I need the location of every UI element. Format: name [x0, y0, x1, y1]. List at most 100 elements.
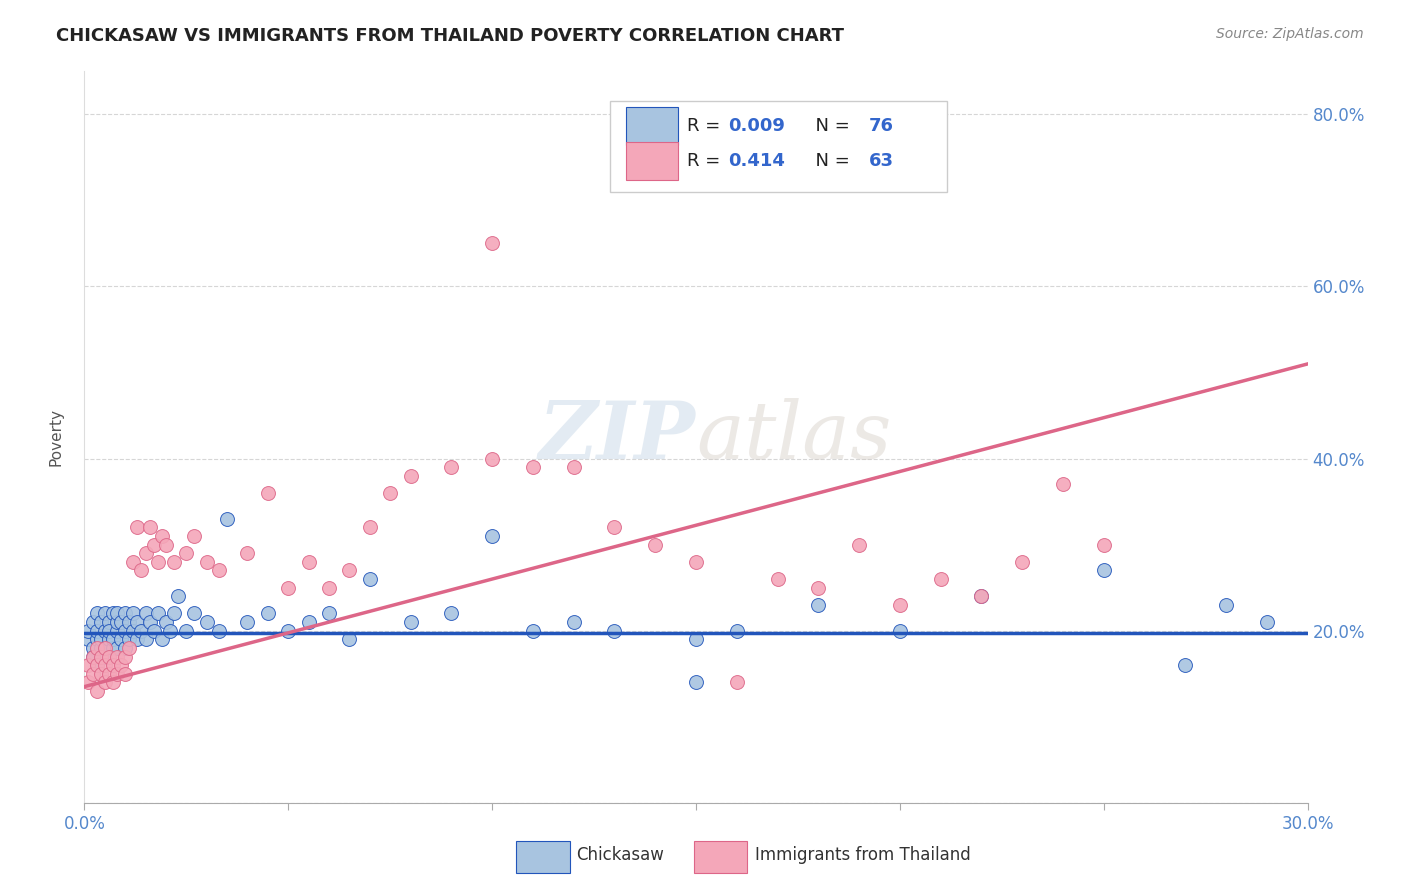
Point — [118, 615, 141, 629]
Point — [105, 666, 128, 681]
Text: Chickasaw: Chickasaw — [576, 847, 664, 864]
Point — [766, 572, 789, 586]
Point — [889, 598, 911, 612]
Point — [155, 538, 177, 552]
Point — [208, 624, 231, 638]
Text: ZIP: ZIP — [538, 399, 696, 475]
Point — [86, 624, 108, 638]
Point — [105, 607, 128, 621]
Point — [131, 564, 153, 578]
Point — [298, 555, 321, 569]
Point — [82, 649, 104, 664]
Point — [236, 615, 259, 629]
Point — [127, 615, 149, 629]
Point — [159, 624, 181, 638]
Text: R =: R = — [688, 117, 727, 136]
Text: 0.414: 0.414 — [728, 153, 785, 170]
Text: Source: ZipAtlas.com: Source: ZipAtlas.com — [1216, 27, 1364, 41]
Point — [807, 581, 830, 595]
Point — [114, 640, 136, 655]
Point — [380, 486, 402, 500]
Point — [339, 564, 361, 578]
Point — [359, 520, 381, 534]
Point — [481, 236, 503, 251]
Point — [90, 640, 112, 655]
Point — [122, 607, 145, 621]
FancyBboxPatch shape — [693, 841, 748, 873]
Point — [155, 615, 177, 629]
Point — [195, 615, 218, 629]
Point — [93, 607, 115, 621]
Point — [105, 624, 128, 638]
Point — [93, 675, 115, 690]
Point — [685, 632, 707, 647]
Point — [118, 632, 141, 647]
Point — [1052, 477, 1074, 491]
Point — [217, 512, 239, 526]
Point — [644, 538, 666, 552]
Point — [90, 649, 112, 664]
Point — [127, 520, 149, 534]
Point — [1256, 615, 1278, 629]
Point — [208, 564, 231, 578]
Point — [114, 649, 136, 664]
Point — [522, 624, 544, 638]
Point — [90, 666, 112, 681]
Point — [522, 460, 544, 475]
Text: CHICKASAW VS IMMIGRANTS FROM THAILAND POVERTY CORRELATION CHART: CHICKASAW VS IMMIGRANTS FROM THAILAND PO… — [56, 27, 844, 45]
Point — [86, 658, 108, 673]
Point — [399, 468, 422, 483]
Point — [142, 624, 165, 638]
Point — [110, 658, 132, 673]
Point — [174, 546, 197, 560]
Point — [77, 624, 100, 638]
Point — [93, 658, 115, 673]
Point — [318, 607, 340, 621]
Point — [93, 640, 115, 655]
Point — [114, 607, 136, 621]
Point — [138, 520, 160, 534]
Point — [118, 640, 141, 655]
Point — [150, 529, 173, 543]
Point — [77, 632, 100, 647]
Point — [146, 555, 169, 569]
Point — [150, 632, 173, 647]
Point — [110, 632, 132, 647]
Point — [77, 675, 100, 690]
FancyBboxPatch shape — [626, 107, 678, 145]
Point — [110, 615, 132, 629]
Point — [257, 486, 280, 500]
Point — [93, 649, 115, 664]
Point — [135, 546, 157, 560]
Point — [440, 607, 463, 621]
Point — [131, 624, 153, 638]
Point — [562, 460, 585, 475]
Point — [1011, 555, 1033, 569]
Point — [93, 640, 115, 655]
Point — [90, 615, 112, 629]
Point — [135, 607, 157, 621]
Point — [848, 538, 870, 552]
Point — [174, 624, 197, 638]
Point — [359, 572, 381, 586]
Point — [114, 666, 136, 681]
Point — [481, 529, 503, 543]
Point — [101, 607, 124, 621]
Point — [86, 607, 108, 621]
Point — [298, 615, 321, 629]
Point — [1215, 598, 1237, 612]
Point — [77, 658, 100, 673]
Point — [142, 538, 165, 552]
Point — [685, 675, 707, 690]
Point — [1174, 658, 1197, 673]
Text: 76: 76 — [869, 117, 893, 136]
Point — [122, 555, 145, 569]
Point — [82, 615, 104, 629]
Point — [929, 572, 952, 586]
Point — [82, 649, 104, 664]
Point — [725, 675, 748, 690]
Point — [122, 624, 145, 638]
Point — [603, 520, 626, 534]
Text: N =: N = — [804, 153, 855, 170]
Point — [86, 640, 108, 655]
